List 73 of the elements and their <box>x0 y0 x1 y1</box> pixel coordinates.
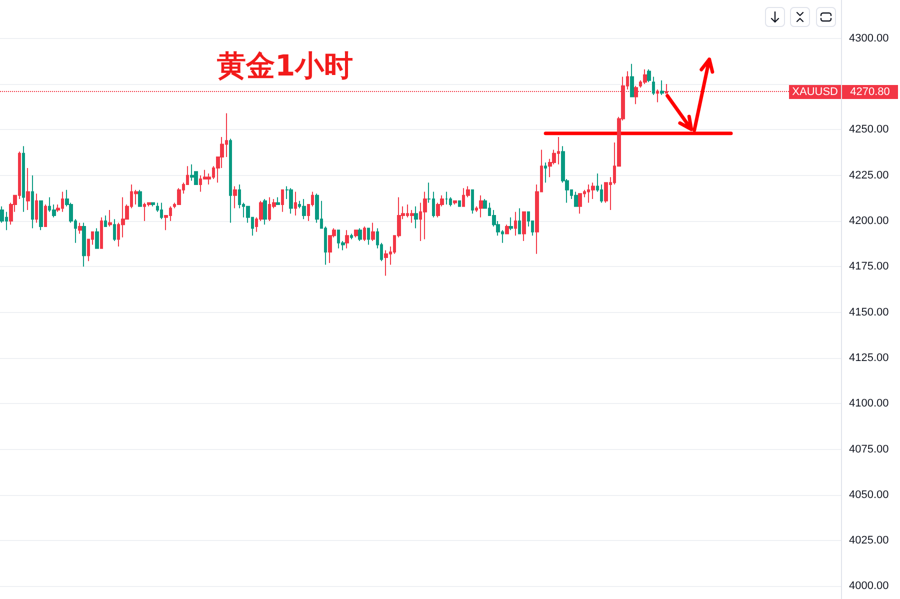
candlestick <box>108 210 112 227</box>
download-button[interactable] <box>765 7 785 27</box>
candlestick <box>471 189 474 214</box>
candlestick <box>82 222 86 268</box>
candlestick <box>78 222 82 234</box>
candlestick <box>44 204 47 227</box>
text: 黄金1小时 <box>216 48 354 82</box>
y-tick-label: 4225.00 <box>849 169 889 182</box>
candlestick <box>26 168 30 211</box>
y-tick-label: 4000.00 <box>849 580 889 592</box>
candlestick <box>39 200 43 231</box>
candlestick <box>445 191 448 206</box>
candlestick <box>95 228 99 249</box>
candlestick <box>505 224 509 234</box>
y-tick-label: 4150.00 <box>849 306 889 318</box>
candlestick <box>151 202 155 207</box>
candlestick <box>104 214 107 227</box>
candlestick <box>660 80 664 96</box>
ref-line-label: XAUUSD <box>789 84 841 99</box>
candlestick <box>522 211 526 242</box>
candlestick <box>281 189 284 212</box>
candlestick <box>630 63 634 98</box>
candlestick <box>578 193 582 214</box>
candlestick <box>423 191 427 240</box>
candlestick <box>190 164 194 182</box>
candlestick <box>294 191 297 216</box>
candlestick <box>591 182 595 200</box>
candlestick <box>656 88 659 103</box>
fullscreen-button[interactable] <box>816 7 836 27</box>
collapse-button[interactable] <box>790 7 810 27</box>
y-tick-label: 4025.00 <box>849 534 889 547</box>
y-tick-label: 4075.00 <box>849 443 889 456</box>
candlestick <box>229 138 232 224</box>
candlestick <box>384 250 388 276</box>
candlestick <box>518 208 521 234</box>
candlestick <box>345 230 349 249</box>
candlestick <box>289 188 293 214</box>
y-tick-label: 4125.00 <box>849 352 889 364</box>
candlestick <box>31 174 34 229</box>
candlestick <box>100 216 103 249</box>
candlestick <box>574 191 578 207</box>
candlestick <box>276 196 280 206</box>
candlestick <box>643 68 647 85</box>
y-tick-label: 4200.00 <box>849 214 889 227</box>
candlestick <box>371 222 375 242</box>
candlestick <box>113 218 116 242</box>
candlestick <box>453 200 457 206</box>
candlestick <box>138 189 142 207</box>
candlestick <box>479 194 483 218</box>
candlestick <box>358 228 362 242</box>
candlestick <box>652 76 655 96</box>
y-tick-label: 4100.00 <box>849 398 889 410</box>
candlestick <box>302 198 306 220</box>
text: 4270.80 <box>842 84 898 99</box>
candlestick <box>263 198 267 226</box>
candlestick <box>367 228 370 246</box>
candlestick <box>509 216 513 231</box>
y-tick-label: 4050.00 <box>849 488 889 501</box>
candlestick <box>363 226 366 242</box>
candlestick <box>544 162 547 184</box>
y-tick-label: 4175.00 <box>849 260 889 273</box>
candlestick <box>414 206 418 229</box>
candlestick <box>160 202 163 220</box>
candlestick <box>647 68 651 83</box>
candlestick <box>514 211 517 236</box>
candlestick <box>458 200 461 207</box>
candlestick <box>35 193 38 224</box>
candlestick <box>233 186 237 209</box>
candlestick <box>350 233 353 240</box>
y-tick-label: 4250.00 <box>849 124 889 136</box>
candlestick <box>354 230 358 238</box>
candlestick <box>22 146 25 212</box>
y-tick-label: 4300.00 <box>849 32 889 44</box>
